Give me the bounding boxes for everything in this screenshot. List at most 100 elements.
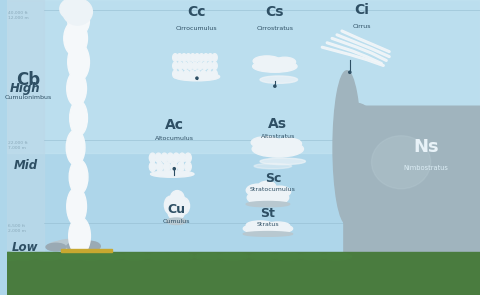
Ellipse shape <box>46 243 66 251</box>
Ellipse shape <box>254 163 292 169</box>
Text: High: High <box>10 82 41 95</box>
Ellipse shape <box>258 181 276 192</box>
Ellipse shape <box>48 241 83 250</box>
Circle shape <box>274 85 276 87</box>
Ellipse shape <box>69 217 90 255</box>
Text: Ac: Ac <box>165 118 184 132</box>
Ellipse shape <box>299 253 326 260</box>
Ellipse shape <box>182 62 188 70</box>
Text: Mid: Mid <box>13 159 37 172</box>
Ellipse shape <box>252 141 303 157</box>
Ellipse shape <box>170 191 184 206</box>
Ellipse shape <box>246 184 270 196</box>
Ellipse shape <box>66 130 85 165</box>
Ellipse shape <box>164 162 170 171</box>
Ellipse shape <box>212 54 217 61</box>
Ellipse shape <box>185 162 191 171</box>
Ellipse shape <box>67 187 86 226</box>
Ellipse shape <box>246 201 289 207</box>
Ellipse shape <box>178 70 183 78</box>
Ellipse shape <box>253 56 281 66</box>
Text: 22,000 ft
7,000 m: 22,000 ft 7,000 m <box>8 141 27 150</box>
Text: Stratocumulus: Stratocumulus <box>250 187 296 192</box>
Ellipse shape <box>164 196 176 214</box>
Ellipse shape <box>372 136 431 189</box>
Ellipse shape <box>167 153 173 163</box>
Ellipse shape <box>0 253 23 260</box>
Ellipse shape <box>192 62 198 70</box>
Ellipse shape <box>168 199 185 221</box>
Ellipse shape <box>208 54 213 61</box>
Ellipse shape <box>57 253 84 260</box>
Ellipse shape <box>360 114 375 122</box>
Text: Cu: Cu <box>167 203 185 216</box>
Ellipse shape <box>79 241 100 251</box>
Ellipse shape <box>171 162 177 171</box>
Circle shape <box>196 77 198 79</box>
Ellipse shape <box>194 54 200 61</box>
Ellipse shape <box>181 54 187 61</box>
Ellipse shape <box>260 158 305 165</box>
Text: 6,500 ft
2,000 m: 6,500 ft 2,000 m <box>8 224 25 233</box>
Ellipse shape <box>185 153 191 163</box>
Ellipse shape <box>340 103 372 133</box>
Ellipse shape <box>67 71 86 106</box>
Ellipse shape <box>188 62 192 70</box>
Ellipse shape <box>184 70 189 78</box>
Ellipse shape <box>274 57 296 67</box>
Text: Altostratus: Altostratus <box>261 134 295 139</box>
Ellipse shape <box>269 186 290 197</box>
Ellipse shape <box>202 62 207 70</box>
Ellipse shape <box>218 253 248 260</box>
Ellipse shape <box>206 70 212 78</box>
Ellipse shape <box>96 253 124 260</box>
Ellipse shape <box>164 253 194 260</box>
Ellipse shape <box>344 114 359 122</box>
Ellipse shape <box>260 76 298 83</box>
Text: Cirrocumulus: Cirrocumulus <box>176 26 218 30</box>
Ellipse shape <box>67 242 88 250</box>
Ellipse shape <box>195 70 200 78</box>
Text: As: As <box>268 117 288 131</box>
Ellipse shape <box>322 253 352 260</box>
Ellipse shape <box>439 114 454 122</box>
Ellipse shape <box>68 6 89 35</box>
Ellipse shape <box>64 21 87 56</box>
Text: Cs: Cs <box>265 5 284 19</box>
Ellipse shape <box>455 114 469 122</box>
Ellipse shape <box>246 221 274 229</box>
Circle shape <box>349 71 351 73</box>
Ellipse shape <box>337 114 480 143</box>
Ellipse shape <box>243 223 293 234</box>
Ellipse shape <box>274 138 301 149</box>
Ellipse shape <box>167 218 186 224</box>
Text: Nimbostratus: Nimbostratus <box>403 165 448 171</box>
Ellipse shape <box>173 62 178 70</box>
Ellipse shape <box>249 253 277 260</box>
Ellipse shape <box>149 162 156 171</box>
Ellipse shape <box>177 197 190 214</box>
Ellipse shape <box>173 70 178 78</box>
Ellipse shape <box>266 222 289 230</box>
Ellipse shape <box>145 253 173 260</box>
Text: Altocumulus: Altocumulus <box>155 136 194 141</box>
Ellipse shape <box>252 60 297 72</box>
Text: St: St <box>261 207 276 220</box>
Text: Ci: Ci <box>354 3 369 17</box>
Ellipse shape <box>392 114 407 122</box>
Ellipse shape <box>60 0 84 19</box>
Ellipse shape <box>204 54 208 61</box>
Bar <box>7 252 480 295</box>
Ellipse shape <box>197 62 203 70</box>
Ellipse shape <box>212 70 217 78</box>
Ellipse shape <box>33 253 63 260</box>
Bar <box>7 0 44 295</box>
Ellipse shape <box>155 153 162 163</box>
Text: Cc: Cc <box>188 5 206 19</box>
Bar <box>61 250 112 252</box>
Ellipse shape <box>173 153 180 163</box>
Ellipse shape <box>70 100 87 136</box>
Ellipse shape <box>68 43 89 81</box>
Ellipse shape <box>207 62 212 70</box>
Ellipse shape <box>11 253 38 260</box>
